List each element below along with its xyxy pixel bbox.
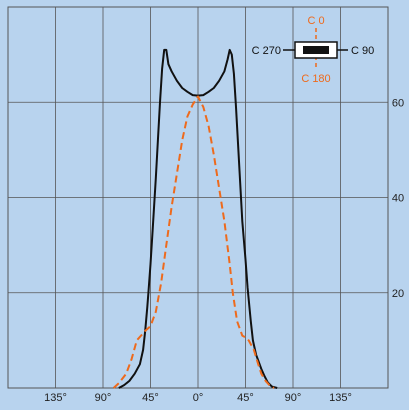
x-tick-label: 90° bbox=[95, 392, 112, 404]
x-tick-label: 90° bbox=[285, 392, 302, 404]
legend-label-right: C 90 bbox=[351, 45, 374, 57]
legend-label-top: C 0 bbox=[307, 15, 324, 27]
tick-labels: 135° 90° 45° 0° 45° 90° 135° 20 40 60 bbox=[44, 97, 404, 404]
legend-lamp-icon bbox=[303, 46, 329, 54]
legend-label-bottom: C 180 bbox=[301, 73, 330, 85]
x-tick-label: 135° bbox=[44, 392, 67, 404]
y-tick-label: 40 bbox=[392, 193, 404, 205]
x-tick-label: 0° bbox=[193, 392, 204, 404]
series-group bbox=[112, 48, 278, 389]
legend: C 0 C 180 C 270 C 90 bbox=[252, 15, 375, 85]
y-tick-label: 60 bbox=[392, 97, 404, 109]
x-tick-label: 45° bbox=[142, 392, 159, 404]
x-tick-label: 45° bbox=[237, 392, 254, 404]
series-line-c0-dashed bbox=[112, 95, 275, 389]
grid bbox=[7, 6, 389, 389]
y-tick-label: 20 bbox=[392, 288, 404, 300]
x-tick-label: 135° bbox=[329, 392, 352, 404]
legend-label-left: C 270 bbox=[252, 45, 281, 57]
